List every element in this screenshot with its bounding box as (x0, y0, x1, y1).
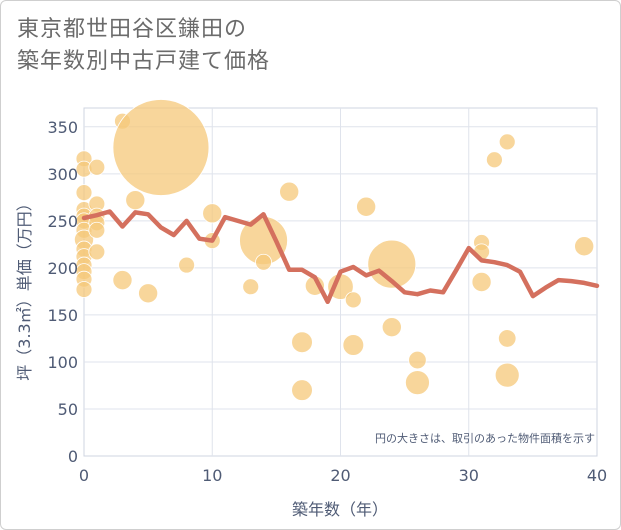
data-bubble (75, 281, 93, 298)
data-bubble (485, 151, 503, 169)
data-bubble (112, 99, 210, 196)
chart-title-line-2: 築年数別中古戸建て価格 (17, 49, 271, 74)
data-bubble (178, 256, 196, 274)
data-bubble (125, 190, 146, 211)
x-tick-label: 30 (459, 466, 479, 485)
y-axis-label: 坪（3.3㎡）単価（万円） (15, 195, 34, 380)
data-bubble (255, 253, 272, 271)
x-tick-label: 0 (79, 466, 89, 485)
y-tick-label: 250 (47, 212, 78, 231)
data-bubble (405, 370, 430, 396)
data-bubble (498, 329, 517, 348)
data-bubble (202, 203, 223, 224)
x-tick-label: 10 (202, 466, 222, 485)
data-bubble (279, 181, 300, 202)
tick-labels: 0 50 100 150 200 250 300 350 0 10 20 30 40 (47, 118, 607, 485)
data-bubble (342, 334, 365, 356)
bubble-layer (74, 99, 595, 401)
line-layer (81, 209, 600, 305)
x-tick-label: 40 (587, 466, 607, 485)
data-bubble (498, 133, 516, 151)
data-bubble (88, 158, 106, 176)
data-bubble (408, 350, 427, 370)
data-bubble (574, 236, 595, 257)
data-bubble (356, 196, 377, 217)
data-bubble (291, 331, 313, 353)
average-price-line (81, 209, 600, 305)
data-bubble (112, 270, 133, 291)
x-tick-label: 20 (330, 466, 350, 485)
data-bubble (494, 362, 520, 388)
data-bubble (75, 184, 93, 202)
data-bubble (367, 239, 417, 289)
y-tick-label: 100 (47, 353, 78, 372)
data-bubble (344, 291, 362, 309)
data-bubble (88, 221, 106, 239)
data-bubble (291, 379, 313, 401)
data-bubble (381, 317, 402, 338)
y-tick-label: 0 (68, 447, 78, 466)
y-tick-label: 300 (47, 165, 78, 184)
data-bubble (471, 271, 492, 292)
y-tick-label: 50 (58, 400, 78, 419)
x-axis-label: 築年数（年） (292, 500, 388, 519)
y-tick-label: 350 (47, 118, 78, 137)
bubble-size-note: 円の大きさは、取引のあった物件面積を示す (375, 431, 595, 445)
y-tick-label: 150 (47, 306, 78, 325)
data-bubble (88, 243, 106, 261)
data-bubble (242, 278, 260, 296)
y-tick-label: 200 (47, 259, 78, 278)
chart-title-line-1: 東京都世田谷区鎌田の (17, 17, 248, 42)
data-bubble (138, 283, 159, 304)
chart-title: 東京都世田谷区鎌田の 築年数別中古戸建て価格 (17, 14, 270, 78)
